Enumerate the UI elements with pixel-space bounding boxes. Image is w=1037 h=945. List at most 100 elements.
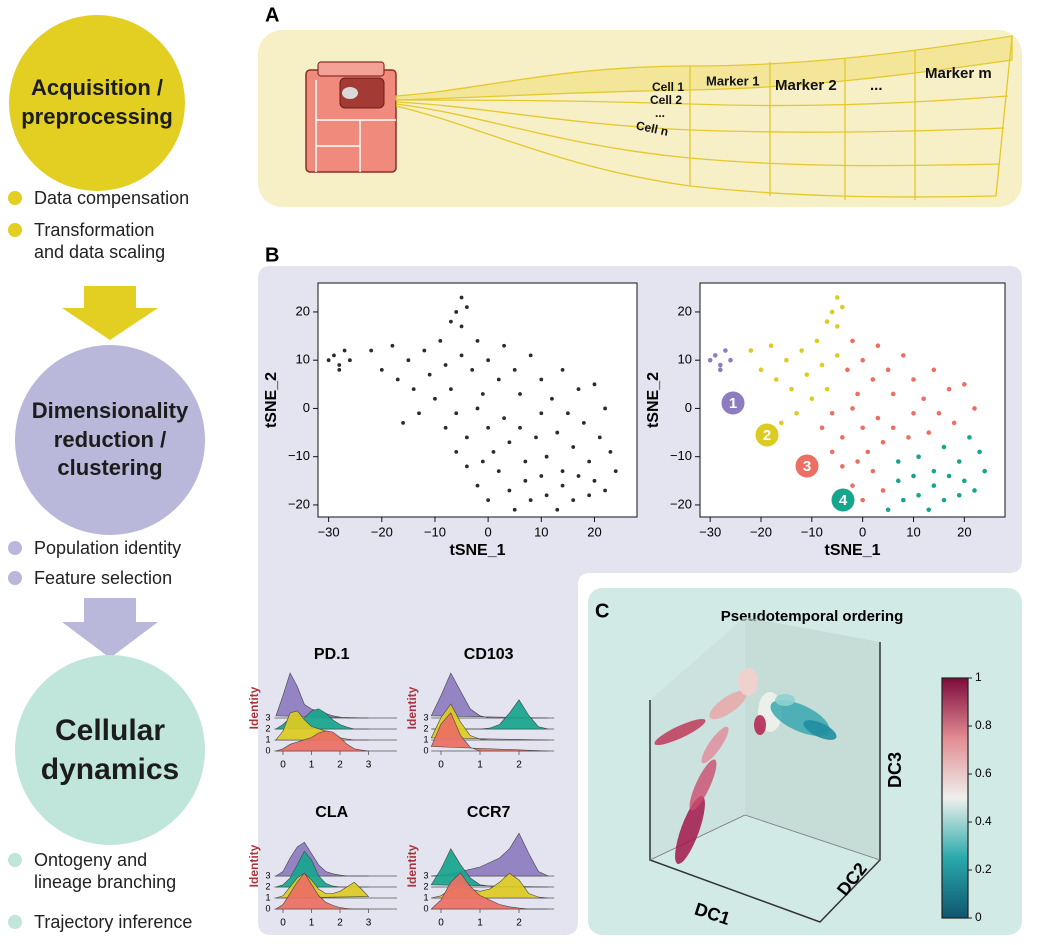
scatter-point (895, 478, 901, 484)
scatter-point (592, 478, 597, 483)
scatter-point (718, 367, 723, 373)
scatter-point (870, 377, 876, 382)
scatter-point (464, 305, 469, 310)
cell-label: Cell 1 (652, 80, 684, 94)
x-tick-label: 2 (516, 760, 522, 771)
ridge (430, 712, 549, 752)
scatter-point (613, 469, 618, 474)
scatter-point (438, 338, 443, 343)
scatter-point (834, 353, 840, 358)
scatter-point (880, 488, 886, 493)
scatter-point (921, 396, 926, 402)
panel-label: B (265, 244, 279, 266)
y-tick-label: 1 (423, 892, 428, 902)
scatter-point (814, 338, 820, 344)
scatter-point (454, 310, 459, 314)
scatter-point (332, 353, 336, 358)
scatter-point (512, 507, 517, 512)
legend-marker (720, 390, 746, 416)
scatter-point (946, 386, 952, 392)
scatter-point (962, 382, 967, 387)
scatter-point (946, 473, 952, 479)
scatter-point (502, 416, 506, 420)
scatter-point (395, 377, 400, 382)
y-tick-label: 1 (265, 892, 270, 902)
scatter-point (427, 372, 432, 377)
scatter-point (840, 304, 845, 310)
scatter-point (454, 411, 459, 416)
scatter-point (480, 392, 485, 396)
scatter-point (417, 411, 421, 416)
x-tick-label: −10 (801, 524, 823, 539)
scatter-point (824, 319, 830, 324)
legend-label: 4 (839, 492, 848, 509)
scatter-point (518, 392, 522, 396)
y-tick-label: 2 (265, 881, 270, 891)
scatter-point (890, 425, 896, 431)
y-tick-label: 3 (265, 712, 270, 722)
x-tick-label: 1 (477, 918, 483, 929)
scatter-point (571, 498, 576, 503)
x-tick-label: 0 (280, 760, 286, 771)
scatter-point (512, 367, 517, 372)
scatter-point (475, 338, 480, 343)
ridge (430, 872, 549, 910)
scatter-point (464, 464, 469, 469)
scatter-point (712, 353, 718, 358)
y-axis-label: tSNE_2 (263, 372, 280, 428)
scatter-point (967, 435, 972, 440)
bullet (8, 571, 22, 585)
x-tick-label: 20 (587, 524, 601, 539)
cell-label: Cell n (635, 118, 670, 138)
x-tick-label: 1 (477, 760, 483, 771)
x-tick-label: 3 (366, 918, 372, 929)
scatter-point (608, 449, 613, 454)
plot-title: CLA (315, 804, 348, 821)
marker-label: Marker m (925, 65, 992, 82)
scatter-point (587, 459, 592, 464)
scatter-point (794, 410, 799, 416)
item-text: Population identity (34, 538, 182, 558)
x-tick-label: 2 (516, 918, 522, 929)
step-circle: Cellular dynamics (15, 655, 205, 845)
colorbar-tick-label: 0.4 (975, 814, 992, 828)
scatter-point (459, 295, 464, 300)
x-axis-label: tSNE_1 (824, 542, 880, 559)
scatter-point (982, 468, 987, 474)
legend-label: 1 (729, 395, 737, 412)
scatter-point (819, 425, 825, 431)
scatter-point (972, 406, 977, 411)
panel-label: C (595, 600, 609, 622)
scatter-point (390, 343, 395, 348)
3d-box (649, 617, 881, 923)
item-text: Data compensation (34, 188, 190, 208)
scatter-point (951, 420, 957, 426)
y-axis-label: Identity (247, 686, 261, 729)
legend-marker (754, 422, 780, 448)
y-tick-label: 0 (265, 903, 270, 913)
scatter-point (941, 497, 947, 503)
x-tick-label: 20 (957, 524, 971, 539)
scatter-point (326, 358, 331, 363)
cell-label: Cell 2 (650, 93, 682, 107)
x-tick-label: 3 (366, 760, 372, 771)
item-text: Ontogeny and lineage branching (34, 850, 177, 892)
colorbar-tick-label: 0 (975, 910, 982, 924)
step-item: Population identity (4, 537, 224, 559)
scatter-point (758, 367, 764, 373)
scatter-point (443, 363, 448, 367)
marker-label: ... (870, 77, 883, 94)
bullet (8, 191, 22, 205)
y-axis-label: Identity (405, 686, 419, 729)
scatter-point (875, 415, 881, 421)
y-axis-label: tSNE_2 (645, 372, 662, 428)
legend-marker (830, 487, 856, 513)
y-tick-label: −10 (670, 448, 692, 463)
cell-label: ... (655, 106, 665, 120)
scatter-point (342, 348, 347, 353)
scatter-point (936, 410, 942, 416)
plot-frame (317, 282, 638, 518)
ridge (430, 672, 549, 719)
scatter-point (486, 425, 491, 430)
scatter-point (956, 492, 962, 498)
